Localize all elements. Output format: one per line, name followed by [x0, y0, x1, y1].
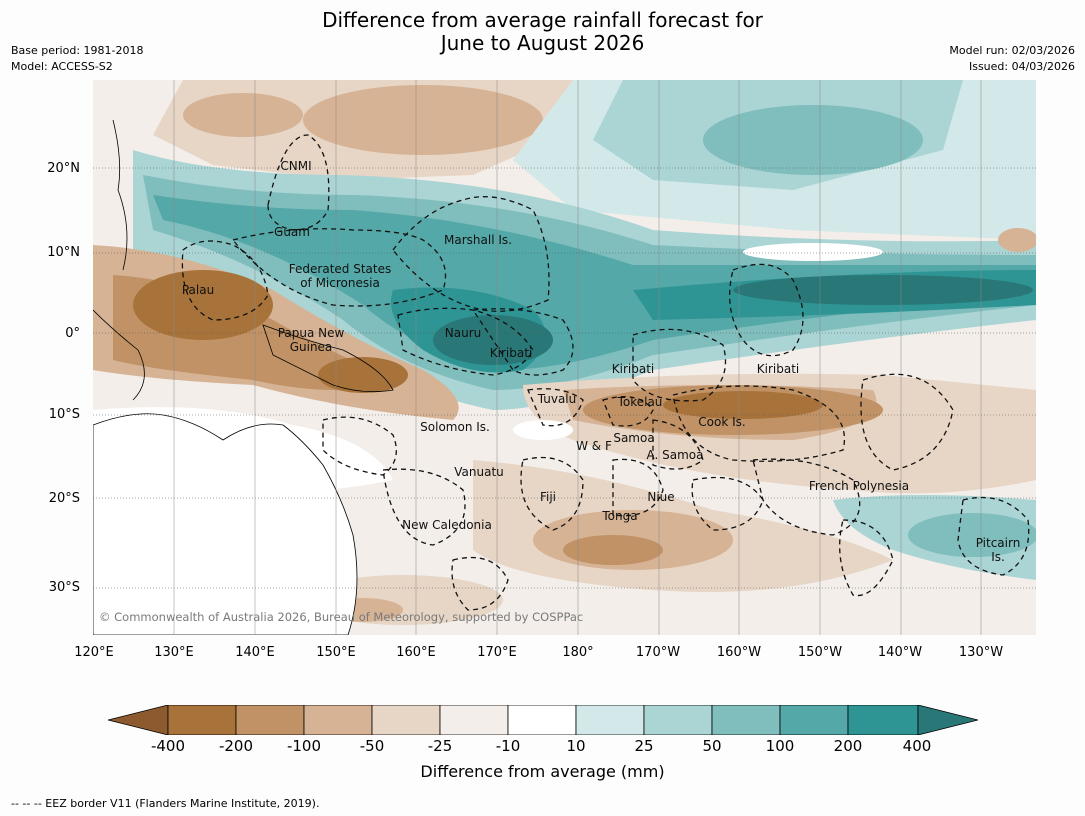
colorbar-tick: 100 [765, 737, 795, 755]
x-tick: 170°E [477, 645, 517, 660]
label-png-line2: Guinea [289, 340, 333, 354]
map-title-line1: Difference from average rainfall forecas… [322, 8, 763, 32]
x-tick: 160°W [716, 645, 762, 660]
colorbar [108, 705, 978, 735]
y-tick: 10°N [47, 245, 80, 260]
label-french-polynesia: French Polynesia [808, 479, 910, 493]
label-kiribati-west: Kiribati [489, 346, 533, 360]
colorbar-arrow-low [108, 705, 169, 735]
label-pitcairn-line1: Pitcairn [975, 536, 1021, 550]
colorbar-swatch [167, 705, 237, 735]
colorbar-tick: 200 [833, 737, 863, 755]
x-tick: 170°W [635, 645, 681, 660]
label-vanuatu: Vanuatu [454, 465, 504, 479]
colorbar-tick: 50 [702, 737, 722, 755]
rainfall-field [93, 80, 1036, 635]
label-samoa: Samoa [613, 431, 655, 445]
label-png-line1: Papua New [277, 326, 345, 340]
colorbar-tick: 10 [566, 737, 586, 755]
x-tick: 160°E [396, 645, 436, 660]
y-tick: 0° [65, 326, 80, 341]
colorbar-swatch [303, 705, 373, 735]
x-tick: 140°E [235, 645, 275, 660]
meta-right: Model run: 02/03/2026 Issued: 04/03/2026 [949, 43, 1075, 75]
colorbar-swatch [711, 705, 781, 735]
label-niue: Niue [647, 490, 675, 504]
y-tick: 30°S [48, 580, 80, 595]
colorbar-tick: -100 [286, 737, 322, 755]
colorbar-tick: 25 [634, 737, 654, 755]
y-tick: 20°S [48, 491, 80, 506]
label-cook: Cook Is. [698, 415, 746, 429]
x-tick: 150°E [316, 645, 356, 660]
colorbar-swatch [847, 705, 919, 735]
label-kiribati-central: Kiribati [611, 362, 655, 376]
colorbar-tick: -200 [218, 737, 254, 755]
y-tick: 10°S [48, 407, 80, 422]
label-new-caledonia: New Caledonia [402, 518, 492, 532]
x-tick: 140°W [877, 645, 923, 660]
label-marshall: Marshall Is. [444, 233, 512, 247]
label-tonga: Tonga [602, 509, 638, 523]
copyright-notice: © Commonwealth of Australia 2026, Bureau… [99, 610, 584, 624]
colorbar-swatch [779, 705, 849, 735]
x-tick: 130°E [154, 645, 194, 660]
eez-footnote: -- -- -- EEZ border V11 (Flanders Marine… [11, 797, 320, 810]
x-tick: 120°E [74, 645, 114, 660]
x-tick: 130°W [958, 645, 1004, 660]
label-fsm-line1: Federated States [288, 262, 392, 276]
label-pitcairn-line2: Is. [991, 550, 1005, 564]
meta-left: Base period: 1981-2018 Model: ACCESS-S2 [11, 43, 143, 75]
colorbar-tick: -400 [150, 737, 186, 755]
colorbar-swatch [643, 705, 713, 735]
label-tuvalu: Tuvalu [537, 392, 577, 406]
colorbar-swatch [371, 705, 441, 735]
colorbar-swatch [507, 705, 577, 735]
y-tick: 20°N [47, 161, 80, 176]
colorbar-tick: 400 [902, 737, 932, 755]
label-nauru: Nauru [444, 326, 482, 340]
label-guam: Guam [274, 225, 310, 239]
model-run: Model run: 02/03/2026 [949, 44, 1075, 57]
label-wf: W & F [576, 439, 612, 453]
colorbar-tick: -10 [495, 737, 521, 755]
colorbar-arrow-high [917, 705, 978, 735]
x-tick: 180° [562, 645, 594, 660]
label-fiji: Fiji [539, 490, 557, 504]
model-name: Model: ACCESS-S2 [11, 60, 113, 73]
label-tokelau: Tokelau [617, 395, 663, 409]
label-kiribati-east: Kiribati [756, 362, 800, 376]
colorbar-swatch [575, 705, 645, 735]
rainfall-map: © Commonwealth of Australia 2026, Bureau… [93, 80, 1036, 635]
map-title-line2: June to August 2026 [440, 31, 645, 55]
label-solomon: Solomon Is. [420, 420, 490, 434]
colorbar-swatch [439, 705, 509, 735]
issued-date: Issued: 04/03/2026 [968, 60, 1075, 73]
label-cnmi: CNMI [280, 159, 312, 173]
colorbar-tick: -25 [427, 737, 453, 755]
colorbar-tick: -50 [359, 737, 385, 755]
x-tick: 150°W [797, 645, 843, 660]
colorbar-label: Difference from average (mm) [420, 762, 665, 781]
base-period: Base period: 1981-2018 [11, 44, 144, 57]
label-fsm-line2: of Micronesia [300, 276, 380, 290]
label-asamoa: A. Samoa [646, 448, 704, 462]
colorbar-swatch [235, 705, 305, 735]
label-palau: Palau [181, 283, 215, 297]
